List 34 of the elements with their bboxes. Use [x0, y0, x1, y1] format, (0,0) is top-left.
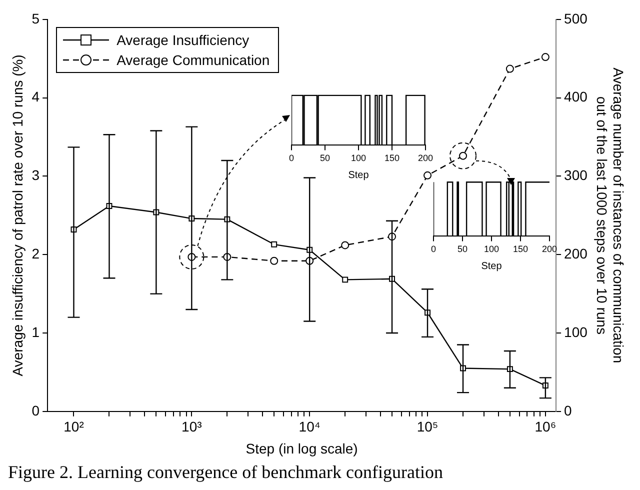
- x-tick-label: 100: [350, 153, 366, 164]
- y2-tick-label: 100: [564, 324, 588, 340]
- caption: Figure 2. Learning convergence of benchmark configuration: [8, 462, 444, 483]
- y-axis-title: Average insufficiency of patrol rate over 10 runs (%): [9, 54, 26, 376]
- y-tick-label: 2: [32, 245, 40, 262]
- x-tick-label: 0: [430, 244, 436, 254]
- x-tick-label: 10⁶: [534, 418, 556, 435]
- x-axis-title: Step: [348, 170, 370, 181]
- y-tick-label: 0: [32, 402, 40, 418]
- x-axis-title: Step (in log scale): [246, 440, 358, 456]
- x-axis-title: Step: [481, 260, 502, 272]
- legend-label: Average Communication: [116, 52, 270, 68]
- legend-label: Average Insufficiency: [116, 32, 250, 48]
- x-tick-label: 150: [512, 244, 528, 254]
- y-tick-label: 3: [32, 167, 40, 184]
- y2-tick-label: 400: [564, 88, 588, 105]
- y2-tick-label: 300: [564, 167, 588, 184]
- x-tick-label: 200: [542, 244, 558, 254]
- x-tick-label: 10⁵: [416, 418, 438, 435]
- x-tick-label: 0: [288, 153, 294, 164]
- y-tick-label: 4: [32, 88, 40, 105]
- x-tick-label: 50: [320, 153, 330, 164]
- y-tick-label: 5: [32, 10, 40, 26]
- x-tick-label: 10²: [64, 418, 84, 435]
- x-tick-label: 150: [384, 153, 400, 164]
- y-tick-label: 1: [32, 324, 40, 340]
- x-tick-label: 50: [457, 244, 468, 254]
- x-tick-label: 10³: [182, 418, 202, 435]
- y2-axis-title: Average number of instances of communication out of the last 1000 steps over 10 runs: [594, 68, 627, 364]
- x-tick-label: 10⁴: [298, 418, 320, 435]
- x-tick-label: 100: [484, 244, 500, 254]
- y2-tick-label: 500: [564, 10, 588, 26]
- y2-tick-label: 0: [564, 402, 572, 418]
- x-tick-label: 200: [418, 153, 434, 164]
